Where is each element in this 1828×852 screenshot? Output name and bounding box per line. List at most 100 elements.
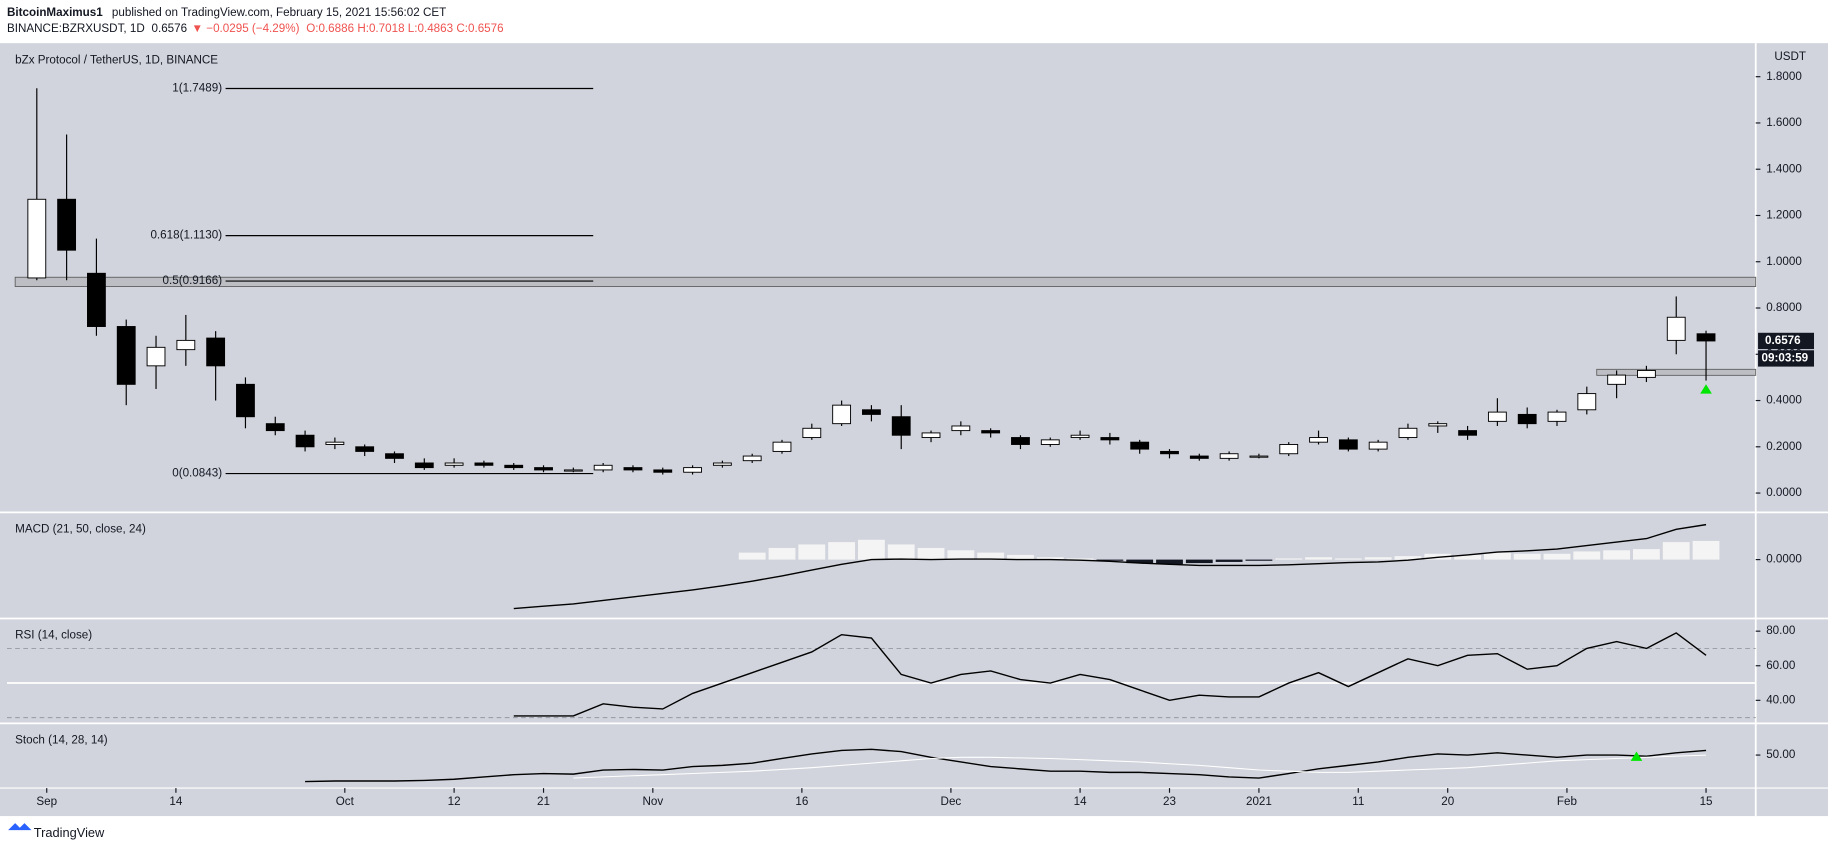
resistance-zone	[14, 276, 1757, 287]
candle-body	[504, 464, 524, 469]
histogram-bar	[1454, 554, 1481, 560]
candle-body	[116, 326, 136, 385]
histogram-bar	[1185, 559, 1213, 564]
candle-body	[1011, 437, 1030, 445]
histogram-bar	[1543, 553, 1571, 560]
plot-layer: bZx Protocol / TetherUS, 1D, BINANCE MACD…	[0, 43, 1828, 817]
y-tick-label: 80.00	[1766, 624, 1796, 637]
y-tick-label: 0.2000	[1766, 440, 1802, 453]
histogram-bar	[1215, 559, 1243, 562]
candle-body	[623, 467, 643, 471]
histogram-bar	[768, 547, 796, 560]
candle-body	[1279, 444, 1299, 455]
x-tick-label: Dec	[941, 795, 962, 808]
fib-label: 0.618(1.1130)	[150, 229, 222, 242]
candle-body	[921, 432, 941, 439]
logo	[8, 823, 32, 831]
histogram-bar	[738, 552, 766, 560]
x-tick-label: 12	[448, 795, 461, 808]
y-tick-label: 50.00	[1766, 748, 1796, 761]
candle-body	[593, 464, 613, 471]
candle-body	[742, 455, 762, 462]
y-tick-label: 1.4000	[1766, 162, 1802, 175]
candle-body	[712, 462, 732, 466]
histogram-bar	[917, 547, 945, 560]
candle-body	[1338, 439, 1358, 450]
candle-body	[1458, 430, 1477, 436]
candle-body	[1130, 441, 1150, 450]
histogram-bar	[1275, 558, 1303, 560]
histogram-bar	[798, 544, 826, 560]
candle-body	[57, 198, 77, 251]
x-tick-label: Sep	[36, 795, 57, 808]
histogram-bar	[1126, 559, 1154, 564]
candle-body	[891, 416, 911, 436]
candle-body	[236, 383, 255, 418]
x-tick-label: 21	[537, 795, 550, 808]
candle-body	[474, 462, 494, 466]
histogram-bar	[1066, 558, 1094, 560]
fib-label: 0.5(0.9166)	[163, 274, 223, 287]
histogram-bar	[1305, 557, 1332, 560]
histogram-bar	[977, 552, 1005, 560]
candle-body	[802, 427, 822, 439]
candle-body	[1517, 413, 1537, 425]
candle-body	[1398, 427, 1418, 439]
countdown: 09:03:59	[1762, 352, 1809, 365]
candle-body	[981, 430, 1001, 434]
pane-title: MACD (21, 50, close, 24)	[15, 522, 146, 535]
last-price-tag	[1758, 332, 1815, 350]
candle-body	[206, 337, 226, 367]
candle-body	[772, 441, 792, 452]
candle-body	[862, 409, 881, 415]
rsi-line	[513, 632, 1707, 717]
histogram-bar	[1603, 550, 1631, 560]
histogram-bar	[1036, 557, 1064, 560]
histogram-bar	[1245, 559, 1273, 561]
candle-body	[951, 425, 971, 432]
candle-body	[1100, 437, 1120, 441]
support-zone	[1596, 368, 1757, 376]
candle-body	[27, 198, 47, 279]
histogram-bar	[1334, 558, 1362, 560]
change: ▼ −0.0295 (−4.29%)	[192, 22, 300, 35]
candle-body	[295, 434, 315, 448]
candle-body	[1577, 393, 1597, 411]
candle-body	[1368, 441, 1388, 450]
y-tick-label: 1.0000	[1766, 255, 1802, 268]
histogram-bar	[858, 539, 885, 560]
candle-body	[325, 441, 345, 445]
author: BitcoinMaximus1	[7, 6, 103, 19]
pane-title: RSI (14, close)	[15, 628, 92, 641]
y-tick-label: 60.00	[1766, 659, 1796, 672]
x-tick-label: Feb	[1557, 795, 1577, 808]
histogram-bar	[1633, 549, 1660, 560]
candle-body	[1160, 450, 1179, 455]
y-tick-label: 1.8000	[1766, 70, 1802, 83]
last-price-label: 0.6576	[1765, 334, 1801, 347]
candle-body	[1070, 434, 1090, 439]
x-tick-label: Nov	[642, 795, 663, 808]
y-tick-label: 1.2000	[1766, 209, 1802, 222]
histogram-bar	[887, 544, 915, 560]
x-tick-label: 14	[169, 795, 182, 808]
candle-body	[1696, 333, 1716, 342]
candle-body	[1309, 437, 1328, 443]
candle-body	[414, 462, 434, 469]
candle-body	[1249, 455, 1269, 458]
candle-body	[534, 467, 553, 471]
candle-body	[265, 423, 285, 432]
histogram-bar	[947, 550, 975, 560]
x-tick-label: 15	[1700, 795, 1713, 808]
histogram-bar	[1692, 540, 1720, 560]
y-tick-label: 1.6000	[1766, 116, 1802, 129]
candle-body	[683, 467, 702, 473]
pane-title: Stoch (14, 28, 14)	[15, 733, 108, 746]
histogram-bar	[1007, 554, 1034, 560]
candle-body	[444, 462, 464, 466]
x-tick-label: Oct	[336, 795, 355, 808]
y-axis-label: USDT	[1774, 50, 1806, 63]
x-tick-label: 2021	[1246, 795, 1272, 808]
histogram-bar	[1156, 559, 1183, 565]
